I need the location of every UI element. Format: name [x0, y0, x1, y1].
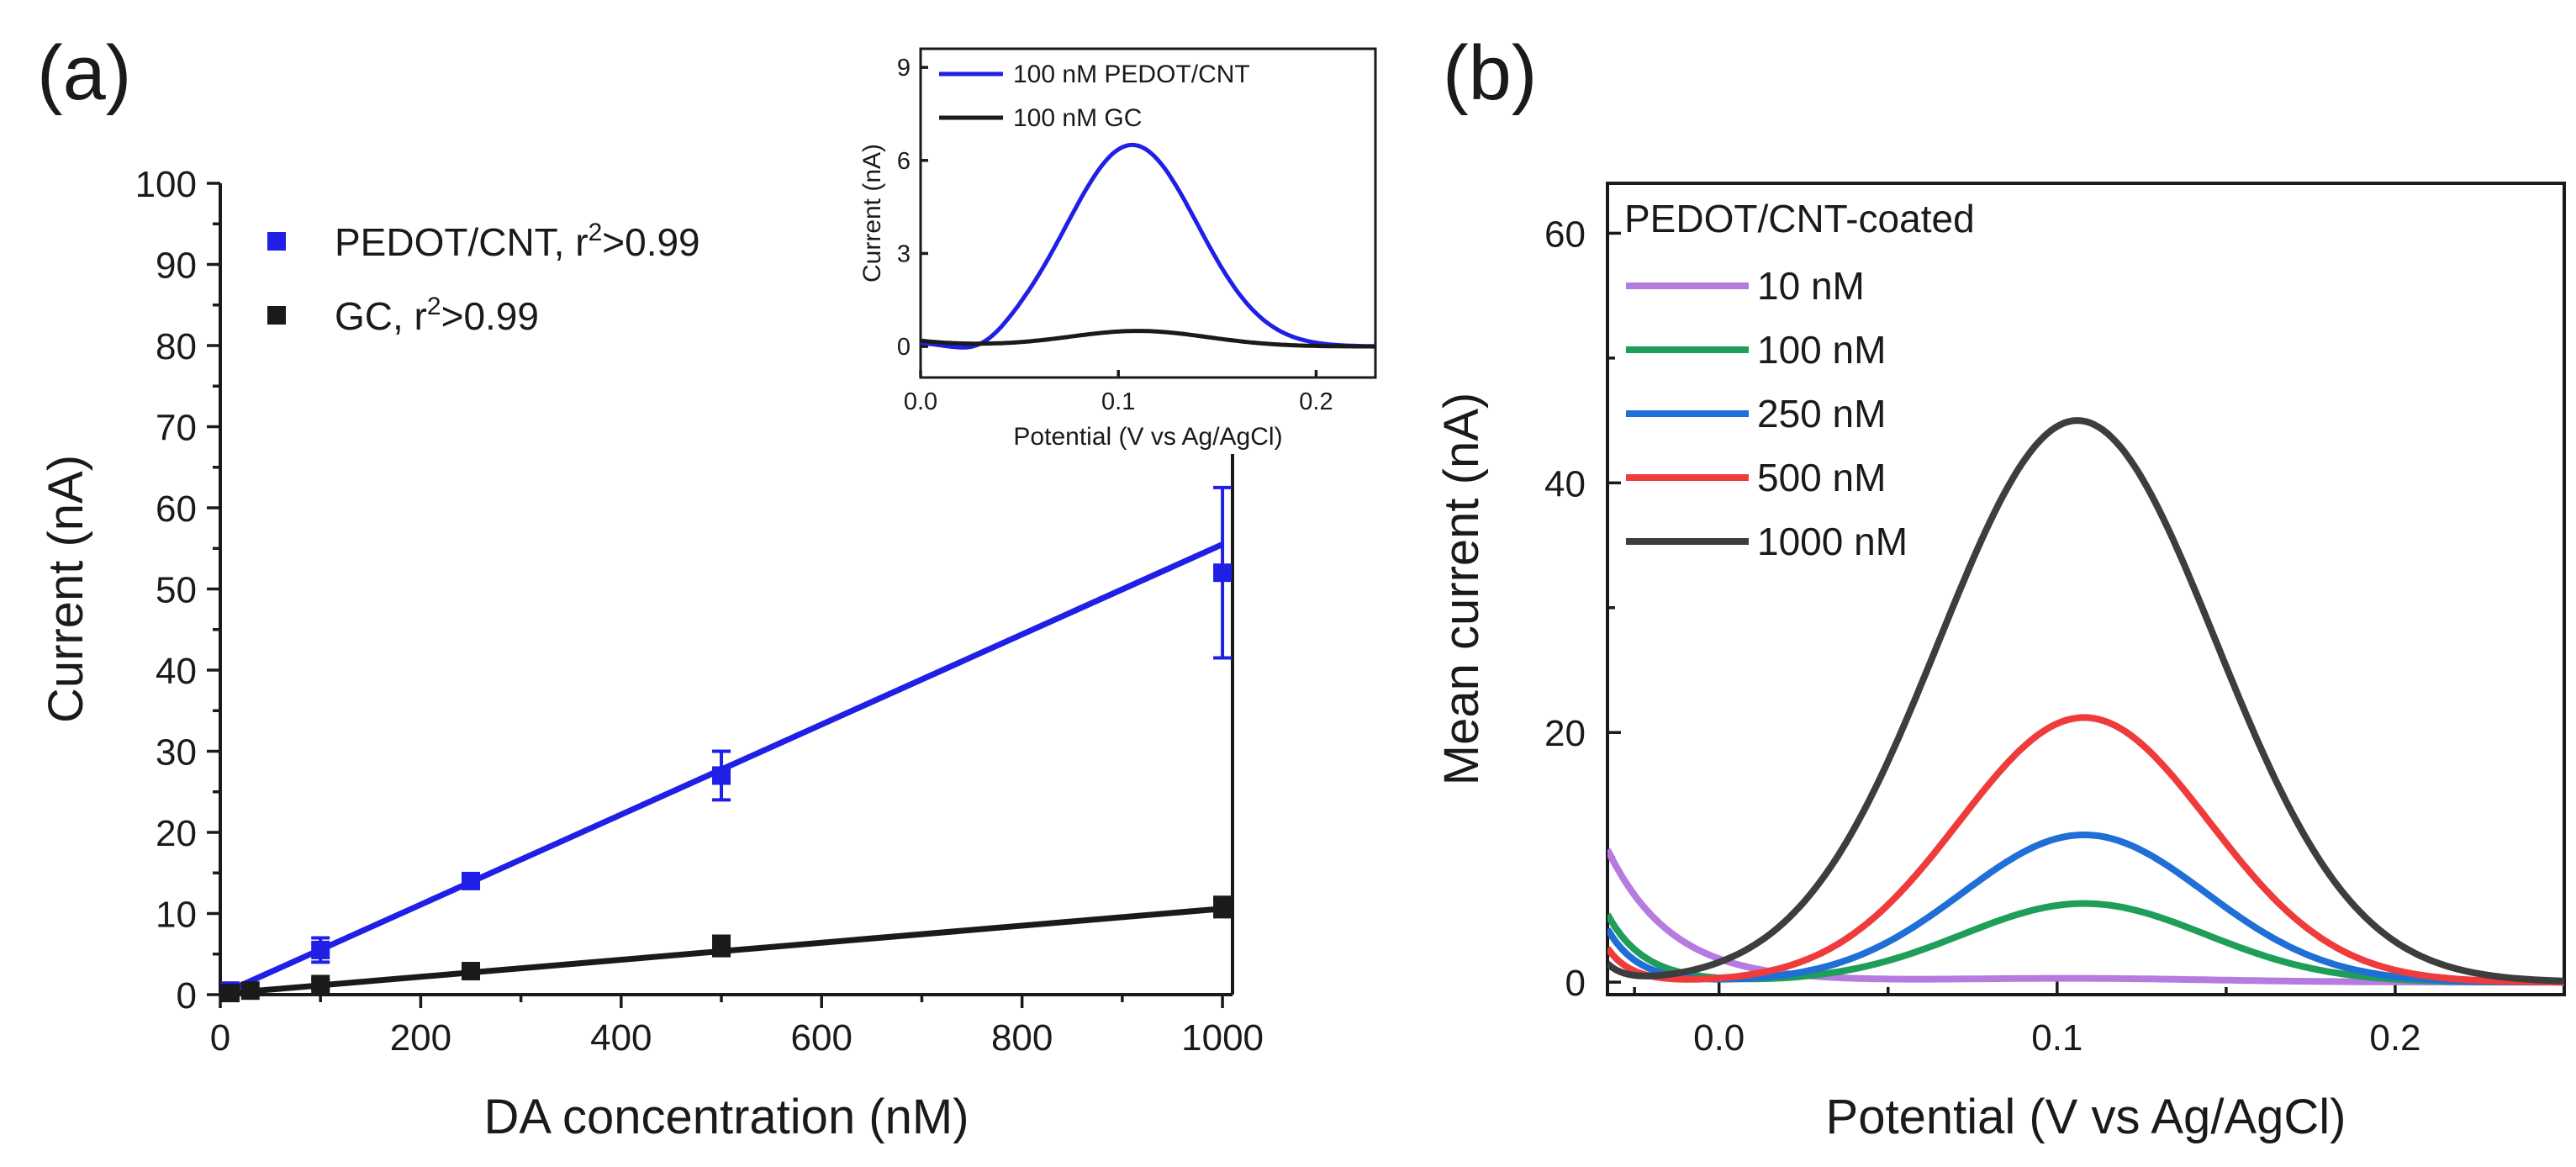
legend-label: PEDOT/CNT, r2>0.99	[335, 219, 700, 264]
series-line-500-nm	[1607, 714, 2564, 985]
y-axis-title: Mean current (nA)	[1434, 393, 1489, 785]
y-tick-label: 70	[156, 408, 197, 449]
legend-label: 100 nM	[1757, 328, 1886, 372]
x-axis-title: Potential (V vs Ag/AgCl)	[1826, 1090, 2346, 1144]
y-tick-label: 0	[177, 975, 197, 1017]
y-tick-label: 60	[1544, 214, 1586, 255]
y-tick-label: 90	[156, 246, 197, 287]
data-point	[311, 974, 330, 994]
inset-y-tick-label: 0	[897, 334, 911, 361]
panel-b-chart: 0.0 0.1 0.2 0 20 40 60 Potential (V vs Ag/AgCl)…	[1434, 182, 2566, 1144]
legend-label: 1000 nM	[1757, 520, 1908, 563]
inset-y-tick-label: 3	[897, 240, 911, 267]
inset-x-tick-label: 0.0	[904, 388, 937, 415]
y-tick-label: 40	[156, 651, 197, 692]
inset-series-line	[920, 329, 1375, 349]
x-axis-title: DA concentration (nM)	[483, 1090, 969, 1144]
inset-frame	[919, 47, 1377, 379]
inset-legend-label: 100 nM PEDOT/CNT	[1013, 61, 1250, 88]
y-tick-label: 100	[135, 164, 197, 205]
x-tick-label: 0	[210, 1017, 230, 1059]
x-tick-label: 0.2	[2369, 1017, 2420, 1059]
y-axis-title: Current (nA)	[39, 455, 93, 723]
y-tick-label: 80	[156, 326, 197, 367]
data-point	[311, 940, 330, 959]
series-line-1000-nm	[1607, 417, 2564, 985]
series-line-10-nm	[1607, 848, 2564, 986]
x-tick-label: 800	[991, 1017, 1053, 1059]
legend-label: 500 nM	[1757, 456, 1886, 499]
data-point	[1213, 563, 1233, 583]
data-point	[1213, 897, 1233, 916]
legend-marker	[267, 306, 286, 325]
inset-y-axis-title: Current (nA)	[858, 144, 886, 283]
y-tick-label: 20	[156, 813, 197, 854]
inset-x-tick-label: 0.2	[1299, 388, 1333, 415]
y-tick-label: 30	[156, 732, 197, 774]
data-point	[220, 984, 240, 1003]
x-tick-label: 200	[390, 1017, 451, 1059]
legend-label: 250 nM	[1757, 392, 1886, 436]
data-point	[712, 766, 731, 785]
curves-group	[1607, 417, 2564, 986]
x-tick-label: 400	[590, 1017, 652, 1059]
legend-title: PEDOT/CNT-coated	[1624, 197, 1975, 240]
legend-label: 10 nM	[1757, 264, 1865, 308]
inset-series-line	[920, 142, 1376, 350]
inset-y-tick-label: 9	[897, 55, 911, 82]
y-tick-label: 0	[1565, 963, 1586, 1004]
y-tick-label: 50	[156, 570, 197, 611]
panel-a-chart: 0 200 400 600 800 10000102030405060708090100D…	[39, 164, 1264, 1144]
data-point	[712, 937, 731, 956]
inset-x-axis-title: Potential (V vs Ag/AgCl)	[1013, 423, 1282, 451]
y-tick-label: 10	[156, 895, 197, 936]
data-point	[462, 962, 481, 981]
x-tick-label: 0.1	[2031, 1017, 2082, 1059]
x-tick-label: 0.0	[1693, 1017, 1745, 1059]
y-tick-label: 60	[156, 488, 197, 530]
legend-label: GC, r2>0.99	[335, 293, 539, 338]
x-tick-label: 1000	[1181, 1017, 1264, 1059]
legend-marker	[267, 232, 286, 251]
inset-y-tick-label: 6	[897, 148, 911, 175]
data-point	[240, 981, 260, 1001]
y-tick-label: 40	[1544, 463, 1586, 504]
y-tick-label: 20	[1544, 713, 1586, 754]
series-line-250-nm	[1607, 832, 2564, 986]
panel-label-a: (a)	[37, 30, 131, 116]
x-tick-label: 600	[791, 1017, 853, 1059]
series-gc	[219, 895, 1233, 1003]
panel-a-inset-chart: 0.0 0.1 0.2 0 3 6 9 Potential (V vs Ag/AgCl) Cur…	[858, 47, 1377, 451]
panel-label-b: (b)	[1443, 30, 1537, 116]
inset-x-tick-label: 0.1	[1101, 388, 1135, 415]
plot-frame	[1606, 182, 2566, 996]
inset-legend-label: 100 nM GC	[1013, 104, 1142, 132]
data-point	[462, 871, 481, 890]
